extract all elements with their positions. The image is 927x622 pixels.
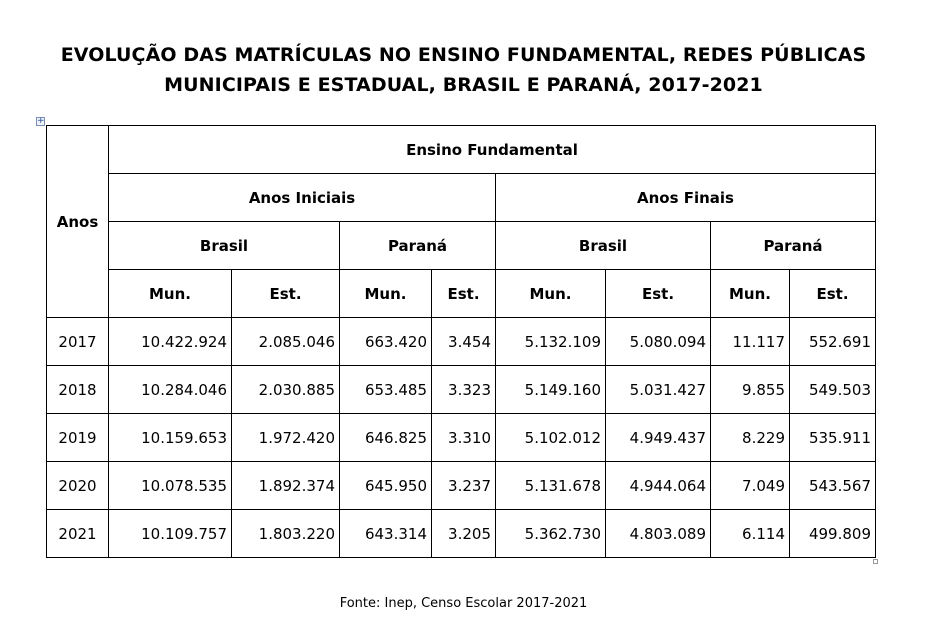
source-note: Fonte: Inep, Censo Escolar 2017-2021 <box>339 596 588 611</box>
cell-value: 543.567 <box>789 461 876 510</box>
resize-handle-icon[interactable] <box>873 559 878 564</box>
cell-value: 5.149.160 <box>495 365 606 414</box>
cell-value: 5.102.012 <box>495 413 606 462</box>
cell-value: 549.503 <box>789 365 876 414</box>
cell-value: 535.911 <box>789 413 876 462</box>
header-iniciais-brasil: Brasil <box>108 221 340 270</box>
cell-value: 10.078.535 <box>108 461 232 510</box>
cell-value: 4.803.089 <box>605 509 711 558</box>
table-row: 2019 10.159.653 1.972.420 646.825 3.310 … <box>46 413 876 462</box>
table-row: 2020 10.078.535 1.892.374 645.950 3.237 … <box>46 461 876 510</box>
cell-year: 2019 <box>46 413 109 462</box>
cell-year: 2017 <box>46 317 109 366</box>
cell-value: 8.229 <box>710 413 790 462</box>
cell-value: 5.131.678 <box>495 461 606 510</box>
title-line-1: EVOLUÇÃO DAS MATRÍCULAS NO ENSINO FUNDAM… <box>60 44 867 66</box>
cell-value: 5.132.109 <box>495 317 606 366</box>
header-finais-brasil: Brasil <box>495 221 711 270</box>
table-row: 2017 10.422.924 2.085.046 663.420 3.454 … <box>46 317 876 366</box>
header-mun: Mun. <box>710 269 790 318</box>
cell-value: 4.949.437 <box>605 413 711 462</box>
table-row: 2021 10.109.757 1.803.220 643.314 3.205 … <box>46 509 876 558</box>
cell-value: 10.109.757 <box>108 509 232 558</box>
header-mun: Mun. <box>495 269 606 318</box>
cell-value: 11.117 <box>710 317 790 366</box>
cell-value: 1.803.220 <box>231 509 340 558</box>
header-mun: Mun. <box>108 269 232 318</box>
cell-value: 3.323 <box>431 365 496 414</box>
enrollment-table: Anos Ensino Fundamental Anos Iniciais An… <box>46 125 876 558</box>
cell-year: 2020 <box>46 461 109 510</box>
cell-year: 2018 <box>46 365 109 414</box>
cell-value: 1.892.374 <box>231 461 340 510</box>
header-ensino-fundamental: Ensino Fundamental <box>108 125 876 174</box>
cell-value: 6.114 <box>710 509 790 558</box>
header-anos-finais: Anos Finais <box>495 173 876 222</box>
header-anos: Anos <box>46 125 109 318</box>
move-handle-icon[interactable]: + <box>36 116 45 126</box>
cell-value: 3.205 <box>431 509 496 558</box>
cell-value: 643.314 <box>339 509 432 558</box>
cell-value: 5.362.730 <box>495 509 606 558</box>
title-line-2: MUNICIPAIS E ESTADUAL, BRASIL E PARANÁ, … <box>164 74 763 96</box>
header-finais-parana: Paraná <box>710 221 876 270</box>
cell-value: 3.237 <box>431 461 496 510</box>
cell-value: 653.485 <box>339 365 432 414</box>
cell-value: 5.080.094 <box>605 317 711 366</box>
cell-value: 7.049 <box>710 461 790 510</box>
cell-year: 2021 <box>46 509 109 558</box>
header-mun: Mun. <box>339 269 432 318</box>
table-row: 2018 10.284.046 2.030.885 653.485 3.323 … <box>46 365 876 414</box>
cell-value: 645.950 <box>339 461 432 510</box>
cell-value: 663.420 <box>339 317 432 366</box>
cell-value: 3.310 <box>431 413 496 462</box>
cell-value: 3.454 <box>431 317 496 366</box>
header-est: Est. <box>431 269 496 318</box>
cell-value: 2.030.885 <box>231 365 340 414</box>
cell-value: 10.422.924 <box>108 317 232 366</box>
header-est: Est. <box>605 269 711 318</box>
cell-value: 1.972.420 <box>231 413 340 462</box>
header-iniciais-parana: Paraná <box>339 221 496 270</box>
cell-value: 10.284.046 <box>108 365 232 414</box>
cell-value: 552.691 <box>789 317 876 366</box>
cell-value: 499.809 <box>789 509 876 558</box>
cell-value: 9.855 <box>710 365 790 414</box>
header-est: Est. <box>789 269 876 318</box>
cell-value: 4.944.064 <box>605 461 711 510</box>
header-anos-iniciais: Anos Iniciais <box>108 173 496 222</box>
document-title: EVOLUÇÃO DAS MATRÍCULAS NO ENSINO FUNDAM… <box>0 40 927 100</box>
cell-value: 10.159.653 <box>108 413 232 462</box>
cell-value: 5.031.427 <box>605 365 711 414</box>
cell-value: 646.825 <box>339 413 432 462</box>
cell-value: 2.085.046 <box>231 317 340 366</box>
header-est: Est. <box>231 269 340 318</box>
